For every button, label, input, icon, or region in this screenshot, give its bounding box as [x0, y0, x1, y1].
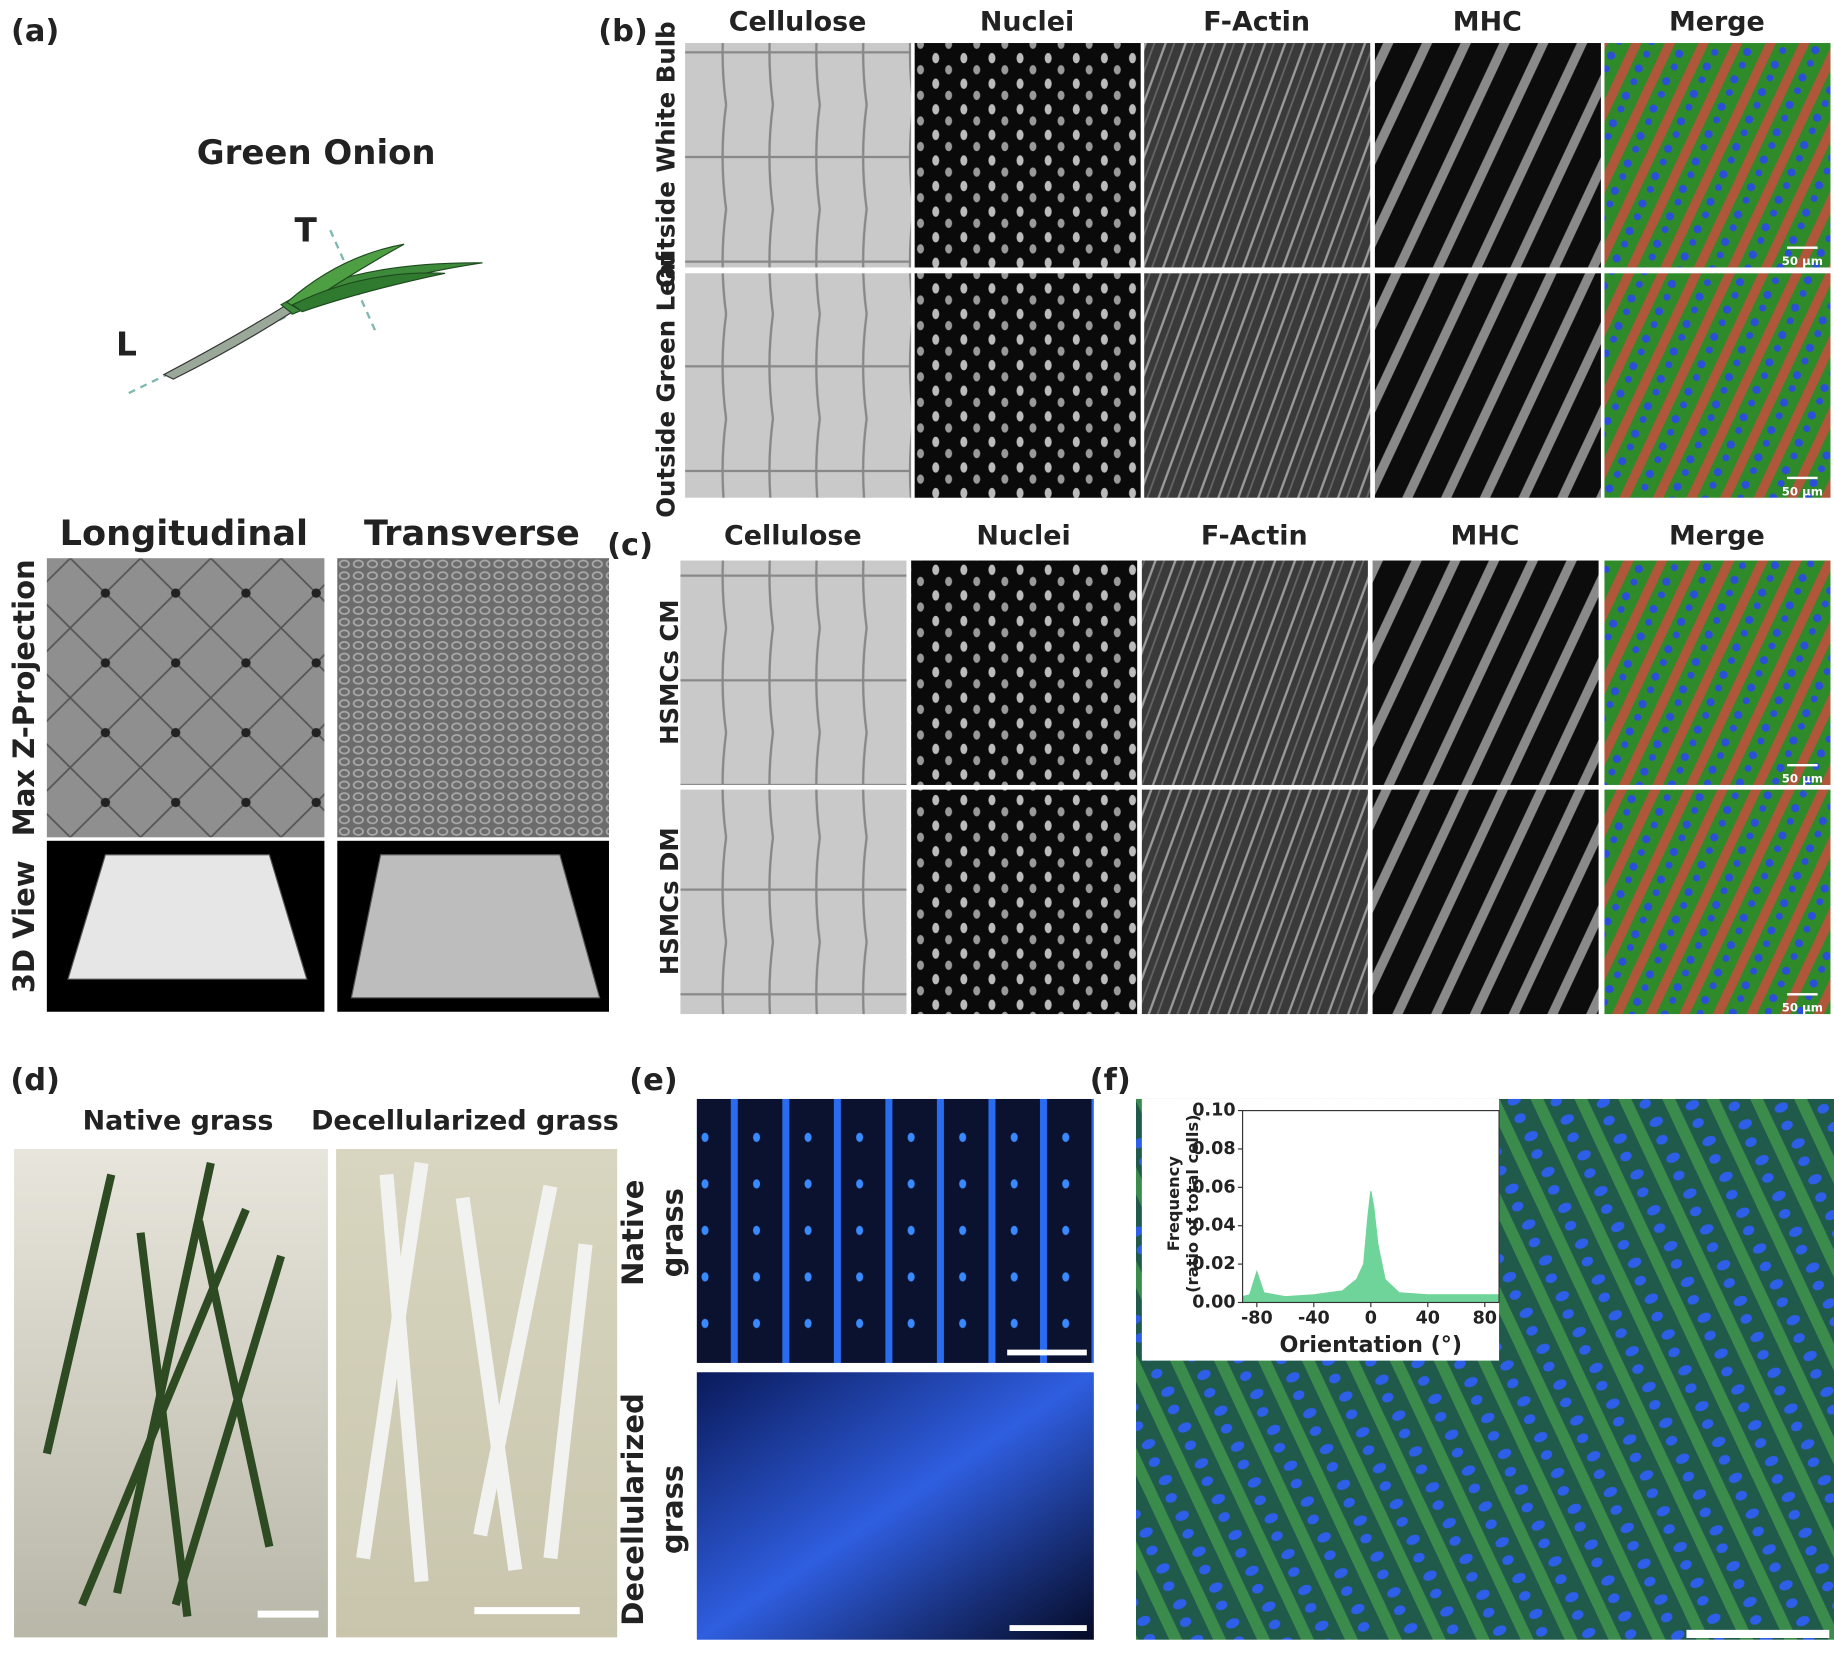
- micrograph: [46, 558, 325, 838]
- column-header: MHC: [1450, 521, 1519, 552]
- render-3d: [67, 854, 308, 980]
- row-label: Outside Green Leaf: [651, 252, 680, 518]
- y-tick-label: 0.10: [1192, 1101, 1235, 1121]
- row-label: Outside White Bulb: [651, 21, 680, 287]
- panel-label: (b): [598, 14, 648, 49]
- column-header: Nuclei: [980, 7, 1074, 38]
- micrograph: [1372, 789, 1599, 1015]
- micrograph: [1604, 560, 1831, 785]
- column-header: Native grass: [83, 1106, 274, 1137]
- grass-blade: [379, 1173, 429, 1583]
- x-tick-label: 40: [1416, 1309, 1440, 1329]
- micrograph: [1604, 789, 1831, 1015]
- grass-blade: [356, 1161, 429, 1560]
- axis-mark: L: [116, 326, 137, 364]
- micrograph: [685, 273, 912, 498]
- grass-blade: [113, 1162, 215, 1595]
- column-header: Merge: [1669, 521, 1765, 552]
- micrograph: [1372, 560, 1599, 785]
- y-tick-label: 0.02: [1192, 1254, 1235, 1274]
- onion-stalk: [162, 303, 294, 380]
- grass-blade: [42, 1173, 116, 1455]
- micrograph: [1604, 43, 1831, 268]
- area: [1241, 1191, 1500, 1304]
- column-header: MHC: [1453, 7, 1522, 38]
- scale-bar-label: 50 µm: [1782, 254, 1823, 268]
- micrograph: [914, 43, 1141, 268]
- panel-label: (a): [11, 14, 59, 49]
- micrograph: [1141, 560, 1368, 785]
- y-tick-label: 0.06: [1192, 1177, 1235, 1197]
- column-header: F-Actin: [1203, 7, 1310, 38]
- panel-label: (d): [10, 1063, 60, 1098]
- micrograph: [1141, 789, 1368, 1015]
- column-header: Transverse: [364, 514, 580, 554]
- row-label: Native: [616, 1179, 650, 1285]
- micrograph: [1604, 273, 1831, 498]
- y-axis-label: Frequency: [1164, 1156, 1183, 1252]
- x-tick-label: -40: [1298, 1309, 1330, 1329]
- column-header: F-Actin: [1201, 521, 1308, 552]
- column-header: Merge: [1669, 7, 1765, 38]
- micrograph: [1374, 43, 1601, 268]
- x-axis-label: Orientation (°): [1280, 1332, 1463, 1358]
- grass-blade: [543, 1243, 593, 1560]
- column-header: Nuclei: [976, 521, 1070, 552]
- column-header: Cellulose: [729, 7, 867, 38]
- axis-mark: T: [294, 212, 317, 250]
- onion-drawing: [128, 229, 483, 395]
- x-tick-label: 0: [1365, 1309, 1377, 1329]
- micrograph: [685, 43, 912, 268]
- scale-bar-label: 50 µm: [1782, 772, 1823, 786]
- panel-label: (f): [1090, 1063, 1131, 1098]
- row-label: Decellularized: [616, 1393, 650, 1626]
- grass-blade: [473, 1184, 558, 1537]
- micrograph: [1144, 273, 1371, 498]
- x-tick-label: -80: [1241, 1309, 1273, 1329]
- micrograph: [911, 789, 1138, 1015]
- scale-bar-label: 50 µm: [1782, 1001, 1823, 1015]
- micrograph: [680, 789, 907, 1015]
- row-label: grass: [656, 1465, 690, 1554]
- row-label: HSMCs CM: [655, 599, 684, 744]
- micrograph: [696, 1372, 1094, 1640]
- micrograph: [914, 273, 1141, 498]
- row-label: HSMCs DM: [655, 827, 684, 975]
- column-header: Cellulose: [724, 521, 862, 552]
- onion-leaf: [291, 272, 446, 313]
- grass-blade: [171, 1254, 285, 1607]
- inset-background: [1141, 1098, 1500, 1361]
- grass-blade: [455, 1196, 523, 1571]
- grass-blade: [195, 1220, 274, 1548]
- plot-frame: [1241, 1110, 1500, 1304]
- y-tick-label: 0.08: [1192, 1139, 1235, 1159]
- column-header: Longitudinal: [60, 514, 308, 554]
- row-label: Max Z-Projection: [7, 559, 41, 836]
- scale-bar-label: 50 µm: [1782, 484, 1823, 498]
- row-label: grass: [656, 1188, 690, 1277]
- panel-label: (e): [629, 1063, 677, 1098]
- micrograph: [911, 560, 1138, 785]
- grass-blade: [136, 1232, 192, 1617]
- y-axis-label: (ratio of total cells): [1183, 1114, 1202, 1292]
- panel-title: Green Onion: [197, 133, 436, 172]
- micrograph: [680, 560, 907, 785]
- micrograph: [1144, 43, 1371, 268]
- x-tick-label: 80: [1473, 1309, 1497, 1329]
- y-tick-label: 0.04: [1192, 1216, 1235, 1236]
- micrograph: [696, 1098, 1094, 1363]
- micrograph: [1374, 273, 1601, 498]
- micrograph: [337, 558, 609, 838]
- column-header: Decellularized grass: [311, 1106, 619, 1137]
- y-tick-label: 0.00: [1192, 1293, 1235, 1313]
- render-3d: [350, 854, 601, 999]
- panels: (a) Green Onion T L Longitudinal Transverse Ma…: [7, 7, 1834, 1640]
- row-label: 3D View: [7, 860, 41, 993]
- panel-label: (c): [607, 528, 653, 563]
